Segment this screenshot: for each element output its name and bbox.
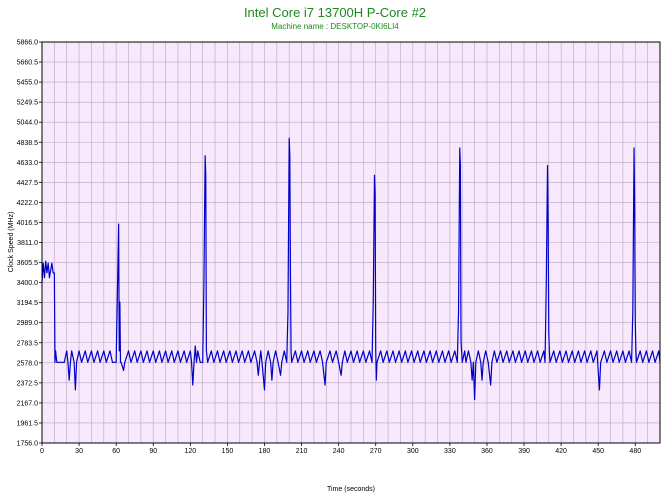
y-tick-label: 2989.0 (17, 320, 39, 327)
series-line (41, 137, 661, 401)
x-tick-label: 270 (370, 448, 382, 455)
y-tick-label: 2167.0 (17, 400, 39, 407)
y-axis-ticks: 5866.0 5660.5 5455.0 5249.5 5044.0 4838.5 4633… (17, 40, 42, 448)
y-tick-label: 5660.5 (17, 60, 39, 67)
y-tick-label: 5866.0 (17, 40, 39, 47)
y-tick-label: 4222.0 (17, 200, 39, 207)
x-tick-label: 0 (40, 448, 44, 455)
y-tick-label: 1961.5 (17, 420, 39, 427)
x-tick-label: 360 (481, 448, 493, 455)
y-tick-label: 3605.5 (17, 260, 39, 267)
y-tick-label: 3194.5 (17, 300, 39, 307)
x-tick-label: 210 (296, 448, 308, 455)
x-tick-label: 180 (259, 448, 271, 455)
x-tick-label: 240 (333, 448, 345, 455)
y-tick-label: 4016.5 (17, 220, 39, 227)
y-tick-label: 4427.5 (17, 180, 39, 187)
grid-lines (42, 41, 660, 444)
x-tick-label: 300 (407, 448, 419, 455)
x-tick-label: 90 (149, 448, 157, 455)
x-axis-ticks: 0 30 60 90 120 150 180 210 240 270 300 330 360 390 420… (40, 443, 641, 455)
x-tick-label: 150 (222, 448, 234, 455)
plot-frame (41, 41, 661, 444)
x-tick-label: 450 (592, 448, 604, 455)
x-tick-label: 330 (444, 448, 456, 455)
y-tick-label: 3400.0 (17, 280, 39, 287)
chart-subtitle: Machine name : DESKTOP-0KI6LI4 (271, 22, 399, 31)
chart-title: Intel Core i7 13700H P-Core #2 (244, 5, 426, 20)
y-tick-label: 5044.0 (17, 120, 39, 127)
y-tick-label: 3811.0 (17, 240, 38, 247)
x-axis-label: Time (seconds) (327, 486, 375, 493)
y-axis-label: Clock Speed (MHz) (8, 212, 15, 273)
x-tick-label: 480 (629, 448, 641, 455)
y-tick-label: 4633.0 (17, 160, 39, 167)
y-tick-label: 4838.5 (17, 140, 39, 147)
x-tick-label: 60 (112, 448, 120, 455)
y-tick-label: 5249.5 (17, 100, 39, 107)
y-tick-label: 2783.5 (17, 340, 39, 347)
x-tick-label: 30 (75, 448, 83, 455)
x-tick-label: 420 (555, 448, 567, 455)
y-tick-label: 2578.0 (17, 360, 39, 367)
x-tick-label: 120 (184, 448, 196, 455)
x-tick-label: 390 (518, 448, 530, 455)
y-tick-label: 1756.0 (17, 441, 39, 448)
y-tick-label: 5455.0 (17, 80, 39, 87)
y-tick-label: 2372.5 (17, 380, 39, 387)
